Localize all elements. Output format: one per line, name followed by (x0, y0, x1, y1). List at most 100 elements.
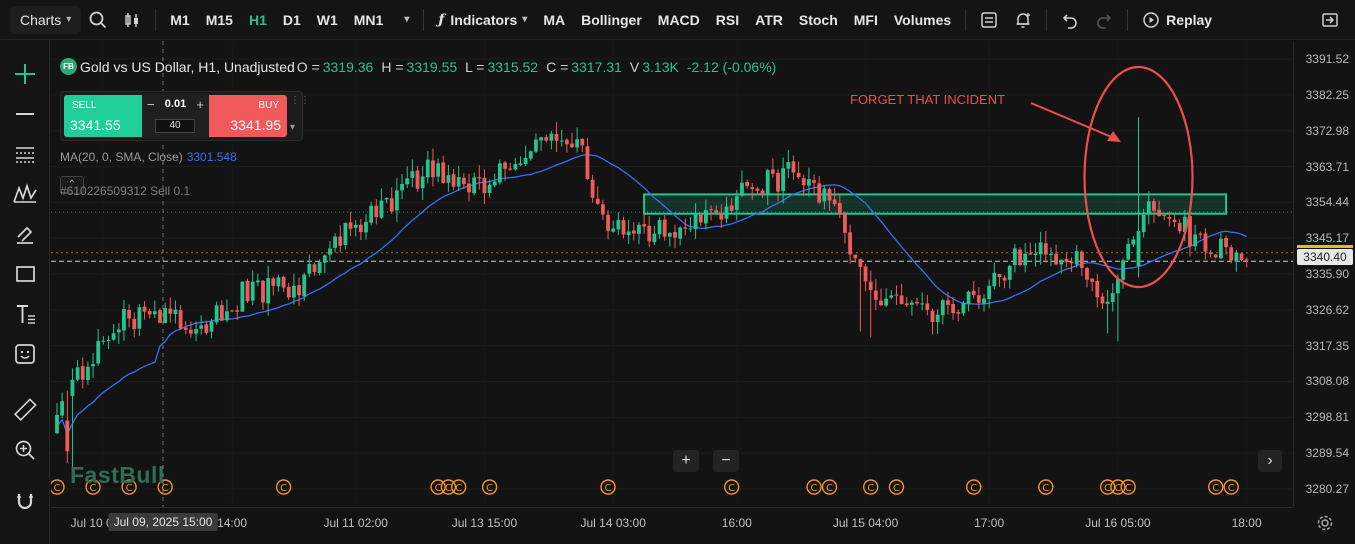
fullscreen-exit-icon[interactable] (1313, 0, 1347, 40)
templates-icon[interactable] (972, 0, 1006, 40)
undo-icon[interactable] (1053, 0, 1087, 40)
indicator-ma[interactable]: MA (543, 11, 566, 28)
order-label[interactable]: #610226509312 Sell 0.1 (60, 184, 191, 198)
candle (1007, 264, 1012, 289)
candle-body (920, 303, 925, 305)
candle (910, 300, 914, 316)
candle (992, 262, 997, 290)
timeframe-more-button[interactable]: ▾ (391, 0, 417, 40)
candle-body (776, 172, 780, 192)
economic-event-icon: C (1120, 479, 1136, 495)
candle (343, 222, 348, 250)
event-circle (85, 479, 101, 495)
replay-button[interactable]: Replay (1134, 0, 1220, 40)
drag-handle-icon[interactable]: ⋮⋮ (290, 95, 310, 106)
ma-legend[interactable]: MA(20, 0, SMA, Close) 3301.548 (60, 150, 237, 164)
text-icon[interactable] (9, 298, 41, 330)
zoom-in-button[interactable]: + (673, 450, 699, 472)
candle-body (292, 285, 296, 298)
candle (1141, 208, 1146, 238)
time-axis[interactable]: Jul 10 01:00 14:00 Jul 11 02:00 Jul 13 15:0… (51, 507, 1293, 544)
candle-body (482, 177, 487, 194)
candle-body (1157, 209, 1161, 217)
fastbull-logo-icon: FB (60, 58, 77, 75)
timeframe-d1[interactable]: D1 (282, 11, 301, 28)
settings-gear-icon[interactable] (1316, 514, 1334, 532)
candlestick-type-icon[interactable] (115, 0, 149, 40)
search-icon[interactable] (81, 0, 115, 40)
minus-icon[interactable]: − (147, 97, 155, 112)
candle-body (843, 213, 847, 233)
event-circle (821, 479, 838, 495)
buy-button[interactable]: BUY 3341.95 (209, 95, 287, 137)
candle-body (91, 364, 95, 367)
candle-body (585, 146, 590, 179)
candle (1126, 238, 1131, 261)
time-tick-label: 17:00 (974, 516, 1005, 530)
event-glyph: C (435, 483, 442, 494)
sell-button[interactable]: SELL 3341.55 (64, 95, 142, 137)
charts-menu-button[interactable]: Charts ▾ (10, 5, 82, 34)
price-axis[interactable]: 3391.52 3382.25 3372.98 3363.71 3354.44 3345.… (1293, 41, 1355, 507)
timeframe-mn1[interactable]: MN1 (353, 11, 384, 28)
pattern-icon[interactable] (9, 178, 41, 210)
indicator-volumes[interactable]: Volumes (893, 11, 952, 28)
candle-body (601, 204, 605, 215)
timeframe-m1[interactable]: M1 (170, 11, 190, 28)
zoom-in-icon[interactable] (9, 434, 41, 466)
candle (1234, 249, 1239, 272)
candle (60, 392, 65, 419)
candle (111, 324, 116, 341)
plus-icon[interactable]: + (196, 97, 204, 112)
candle (513, 158, 518, 171)
chevron-down-icon[interactable]: ▾ (290, 122, 296, 133)
candle-body (1090, 278, 1095, 282)
timeframe-h1[interactable]: H1 (248, 11, 267, 28)
candle-body (80, 366, 85, 380)
zoom-out-button[interactable]: − (713, 450, 739, 472)
indicator-macd[interactable]: MACD (657, 11, 700, 28)
candle-body (1219, 238, 1223, 259)
indicator-rsi[interactable]: RSI (715, 11, 740, 28)
candle-body (817, 183, 822, 203)
ruler-icon[interactable] (9, 394, 41, 426)
crosshair-icon[interactable] (9, 58, 41, 90)
indicators-button[interactable]: ƒ Indicators ▾ (430, 0, 535, 40)
emoji-icon[interactable] (9, 338, 41, 370)
indicator-bollinger[interactable]: Bollinger (581, 11, 642, 28)
alert-bell-icon[interactable] (1006, 0, 1040, 40)
candle-body (791, 161, 796, 173)
brush-icon[interactable] (9, 218, 41, 250)
rectangle-icon[interactable] (9, 258, 41, 290)
candle-body (477, 177, 482, 179)
timeframe-w1[interactable]: W1 (316, 11, 338, 28)
candle (1224, 235, 1228, 255)
candle (1013, 244, 1017, 273)
symbol-label[interactable]: Gold vs US Dollar, H1, Unadjusted (80, 58, 295, 75)
indicator-atr[interactable]: ATR (755, 11, 783, 28)
candle-body (245, 281, 250, 302)
quantity-value[interactable]: 0.01 (164, 98, 187, 110)
candle-body (302, 274, 307, 297)
candle (915, 297, 919, 306)
candle-body (709, 209, 713, 211)
annotation-text[interactable]: FORGET THAT INCIDENT (850, 92, 1006, 107)
candle (863, 263, 868, 292)
collapse-icon[interactable]: ⌃ (60, 176, 84, 194)
candle-body (343, 222, 348, 246)
event-circle (600, 479, 616, 495)
close-label: C = (546, 58, 569, 75)
fib-icon[interactable] (9, 138, 41, 170)
candle (1064, 253, 1069, 268)
candle (235, 305, 240, 321)
candle (652, 225, 657, 245)
candle (647, 215, 652, 248)
indicator-mfi[interactable]: MFI (853, 11, 878, 28)
redo-icon[interactable] (1087, 0, 1121, 40)
timeframe-m15[interactable]: M15 (205, 11, 233, 28)
candle (292, 273, 296, 305)
magnet-icon[interactable] (9, 486, 41, 518)
indicator-stoch[interactable]: Stoch (798, 11, 838, 28)
scroll-right-button[interactable]: › (1258, 450, 1282, 472)
horizontal-line-icon[interactable] (9, 98, 41, 130)
